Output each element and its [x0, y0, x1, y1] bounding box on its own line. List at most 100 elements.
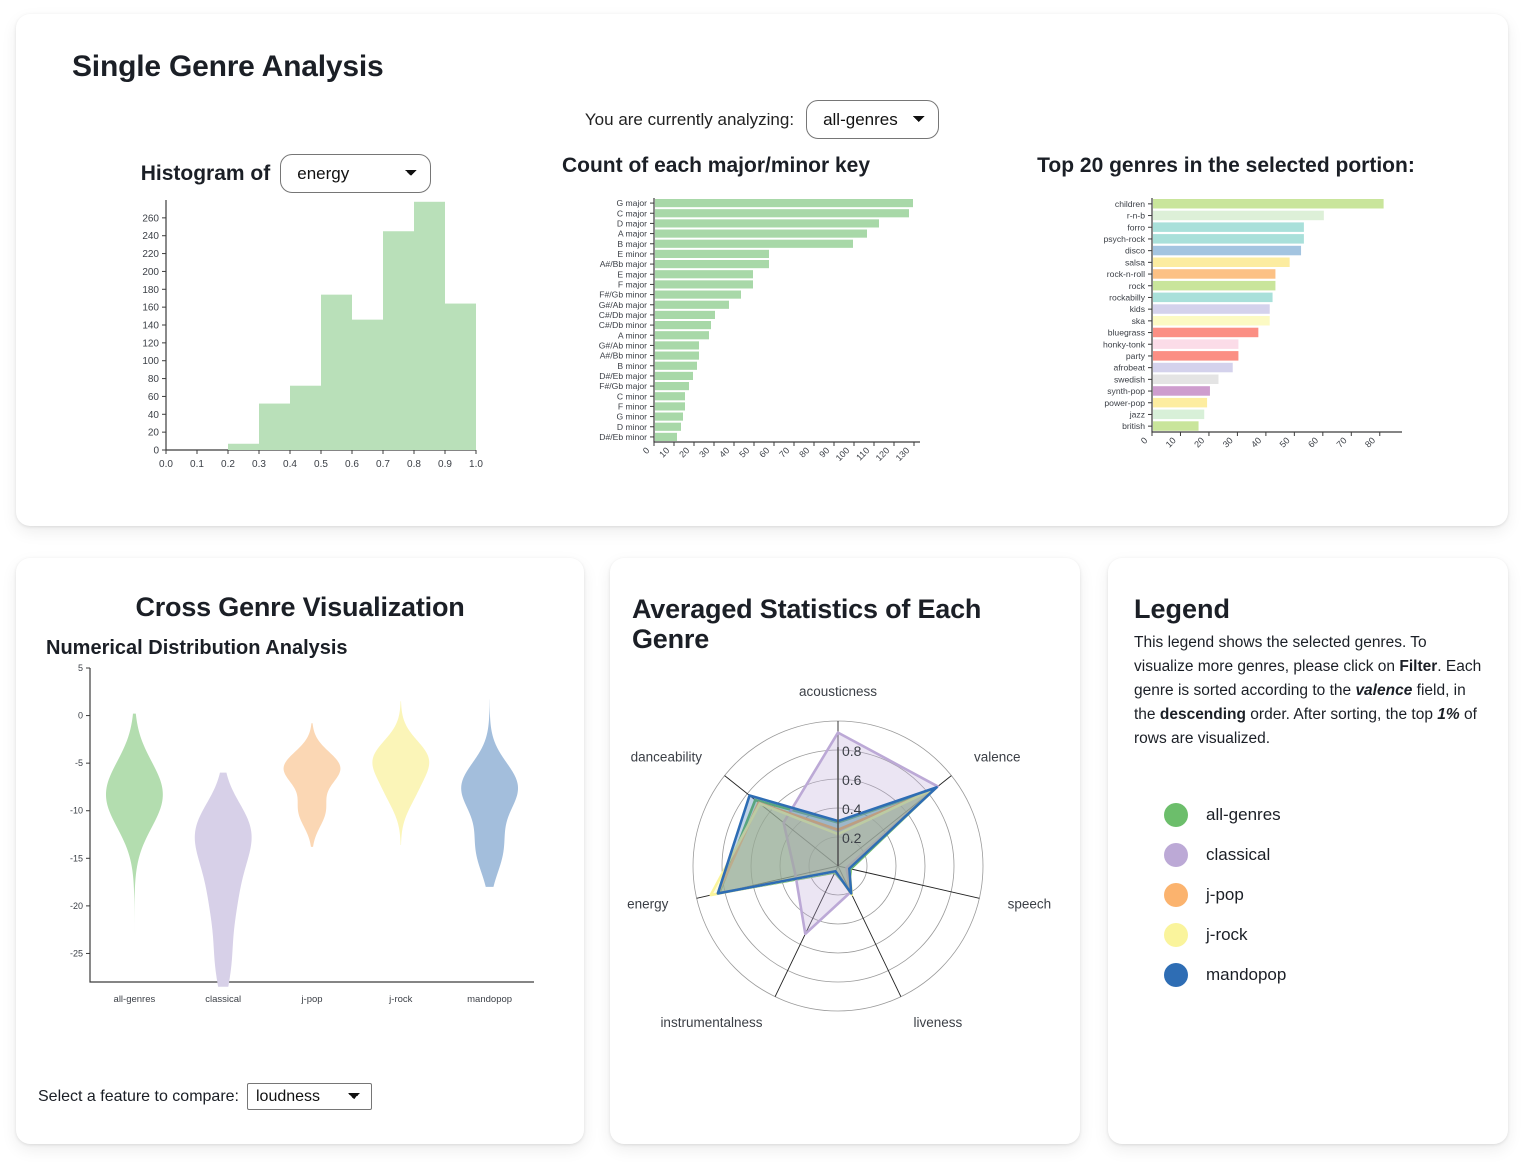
svg-text:-15: -15: [70, 853, 83, 863]
svg-text:liveness: liveness: [913, 1015, 962, 1030]
svg-text:classical: classical: [205, 994, 241, 1005]
legend-item-j-rock[interactable]: j-rock: [1164, 915, 1482, 955]
legend-panel: Legend This legend shows the selected ge…: [1108, 558, 1508, 1144]
svg-text:rockabilly: rockabilly: [1109, 292, 1146, 302]
svg-text:-25: -25: [70, 948, 83, 958]
legend-item-label: j-pop: [1206, 885, 1244, 905]
svg-text:honky-tonk: honky-tonk: [1103, 339, 1146, 349]
legend-item-j-pop[interactable]: j-pop: [1164, 875, 1482, 915]
svg-text:-10: -10: [70, 806, 83, 816]
svg-text:0.6: 0.6: [842, 772, 862, 788]
svg-text:children: children: [1115, 199, 1145, 209]
genre-chart-header: Top 20 genres in the selected portion:: [956, 154, 1496, 178]
svg-text:jazz: jazz: [1129, 409, 1145, 419]
svg-text:G minor: G minor: [616, 412, 647, 422]
svg-text:british: british: [1122, 421, 1145, 431]
histogram-chart: 0 20 40 60 80 100 120 140 160 180 200 220 240 260 0.0 0…: [142, 200, 483, 470]
svg-text:valence: valence: [974, 750, 1021, 765]
svg-text:0.2: 0.2: [221, 459, 235, 470]
cross-genre-visualization-panel: Cross Genre Visualization Numerical Dist…: [16, 558, 584, 1144]
svg-text:bluegrass: bluegrass: [1108, 328, 1145, 338]
svg-text:salsa: salsa: [1125, 257, 1145, 267]
svg-text:-5: -5: [75, 758, 83, 768]
legend-description: This legend shows the selected genres. T…: [1134, 634, 1482, 748]
svg-text:0.6: 0.6: [345, 459, 359, 470]
svg-text:energy: energy: [627, 897, 669, 912]
svg-text:all-genres: all-genres: [114, 994, 156, 1005]
svg-text:240: 240: [142, 231, 159, 242]
svg-text:ska: ska: [1132, 316, 1146, 326]
svg-text:60: 60: [148, 392, 160, 403]
svg-text:F major: F major: [618, 279, 647, 289]
legend-item-label: all-genres: [1206, 805, 1281, 825]
svg-text:0.8: 0.8: [842, 743, 862, 759]
svg-text:110: 110: [854, 445, 871, 462]
svg-text:0.5: 0.5: [314, 459, 328, 470]
svg-text:140: 140: [142, 321, 159, 332]
svg-text:E major: E major: [617, 269, 647, 279]
svg-text:180: 180: [142, 285, 159, 296]
svg-text:psych-rock: psych-rock: [1103, 234, 1145, 244]
cross-genre-title: Cross Genre Visualization: [135, 592, 465, 622]
svg-text:40: 40: [717, 445, 731, 459]
svg-text:disco: disco: [1125, 246, 1145, 256]
legend-item-mandopop[interactable]: mandopop: [1164, 955, 1482, 995]
svg-text:50: 50: [1278, 435, 1292, 449]
svg-text:r-n-b: r-n-b: [1127, 211, 1145, 221]
svg-text:0.0: 0.0: [159, 459, 173, 470]
legend-item-classical[interactable]: classical: [1164, 835, 1482, 875]
histogram-header: Histogram of energyvalencedanceabilityac…: [86, 154, 486, 193]
radar-chart: acousticness valence speech liveness instrum…: [627, 684, 1052, 1030]
svg-text:mandopop: mandopop: [467, 994, 512, 1005]
svg-text:B major: B major: [617, 239, 647, 249]
svg-text:D minor: D minor: [617, 422, 647, 432]
legend-color-swatch: [1164, 963, 1188, 988]
svg-text:D#/Eb major: D#/Eb major: [599, 371, 647, 381]
svg-text:220: 220: [142, 249, 159, 260]
svg-text:130: 130: [894, 445, 912, 463]
histogram-label: Histogram of: [140, 161, 271, 185]
svg-text:danceability: danceability: [631, 750, 703, 765]
svg-text:rock: rock: [1129, 281, 1146, 291]
svg-text:F#/Gb major: F#/Gb major: [599, 381, 647, 391]
svg-text:20: 20: [148, 428, 160, 439]
legend-item-label: classical: [1206, 845, 1271, 865]
svg-text:-20: -20: [70, 901, 83, 911]
svg-text:0.9: 0.9: [438, 459, 452, 470]
svg-text:120: 120: [874, 445, 892, 463]
svg-text:F minor: F minor: [618, 401, 647, 411]
svg-text:30: 30: [1221, 435, 1235, 449]
feature-select[interactable]: loudnesstempoenergyvalencedanceability: [247, 1083, 372, 1110]
key-chart-title: Count of each major/minor key: [561, 154, 871, 177]
svg-text:80: 80: [797, 445, 811, 459]
single-genre-analysis-panel: Single Genre Analysis You are currently …: [16, 14, 1508, 526]
svg-text:90: 90: [817, 445, 831, 459]
svg-text:swedish: swedish: [1114, 374, 1145, 384]
legend-color-swatch: [1164, 883, 1188, 908]
svg-text:afrobeat: afrobeat: [1113, 363, 1145, 373]
legend-color-swatch: [1164, 803, 1188, 828]
feature-select-label: Select a feature to compare:: [38, 1087, 239, 1105]
radar-title: Averaged Statistics of Each Genre: [632, 594, 982, 655]
svg-text:40: 40: [148, 410, 160, 421]
legend-color-swatch: [1164, 843, 1188, 868]
svg-text:A#/Bb major: A#/Bb major: [600, 259, 647, 269]
svg-text:D major: D major: [617, 218, 647, 228]
legend-item-label: mandopop: [1206, 965, 1287, 985]
svg-text:speech: speech: [1008, 897, 1052, 912]
svg-text:0.7: 0.7: [376, 459, 390, 470]
svg-text:F#/Gb minor: F#/Gb minor: [599, 290, 647, 300]
svg-text:20: 20: [677, 445, 691, 459]
svg-text:C minor: C minor: [617, 391, 647, 401]
histogram-feature-select[interactable]: energyvalencedanceabilityacousticnesslou…: [280, 154, 432, 193]
legend-item-all-genres[interactable]: all-genres: [1164, 795, 1482, 835]
svg-text:B minor: B minor: [617, 361, 647, 371]
svg-text:10: 10: [657, 445, 671, 459]
svg-text:0.1: 0.1: [190, 459, 204, 470]
analyzing-label: You are currently analyzing:: [584, 109, 795, 129]
svg-text:j-rock: j-rock: [388, 994, 412, 1005]
legend-item-label: j-rock: [1206, 925, 1248, 945]
